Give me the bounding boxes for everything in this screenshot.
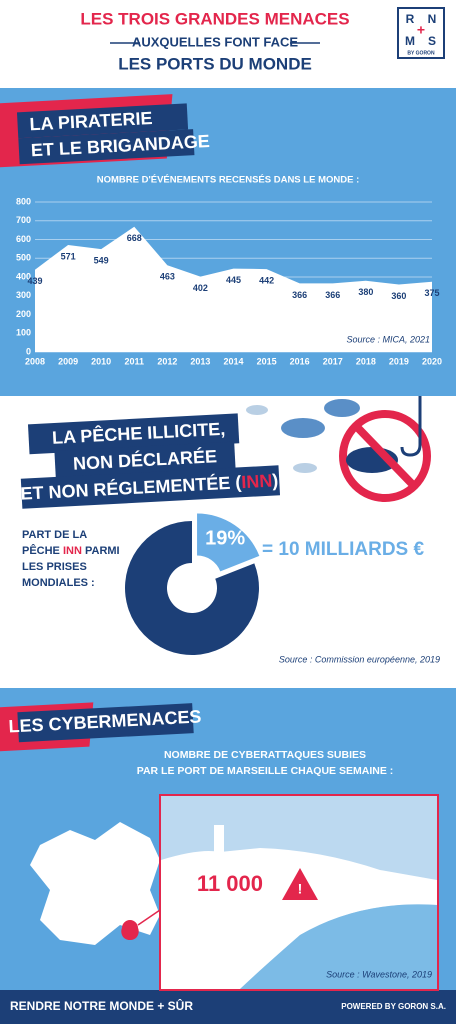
x-tick-label: 2011: [124, 356, 144, 366]
x-tick-label: 2019: [389, 356, 409, 366]
x-tick-label: 2015: [257, 356, 277, 366]
title: LES PORTS DU MONDE: [118, 54, 312, 73]
pie-caption: PART DE LA PÊCHE INN PARMI LES PRISES MO…: [22, 529, 120, 589]
text-line: NOMBRE DE CYBERATTAQUES SUBIES: [164, 749, 366, 761]
value-label: 439: [27, 276, 42, 286]
banner: LA PÊCHE ILLICITE, NON DÉCLARÉE ET NON R…: [20, 413, 281, 509]
value-label: 442: [259, 276, 274, 286]
city-silhouette: [161, 848, 437, 989]
y-tick-label: 500: [16, 253, 31, 263]
x-tick-label: 2016: [290, 356, 310, 366]
chart-title: NOMBRE D'ÉVÉNEMENTS RECENSÉS DANS LE MON…: [97, 175, 359, 186]
x-tick-label: 2018: [356, 356, 376, 366]
y-tick-label: 300: [16, 290, 31, 300]
highlight: INN: [63, 545, 82, 557]
footer-bg: [0, 990, 456, 1024]
banner-block: [17, 703, 194, 743]
header-bg: [0, 0, 456, 88]
caption-line: LES PRISES: [22, 561, 87, 573]
source: Source : Wavestone, 2019: [326, 969, 432, 979]
x-tick-label: 2020: [422, 356, 442, 366]
pie-chart: 19%: [124, 513, 260, 656]
y-tick-label: 600: [16, 234, 31, 244]
figure: 11 000: [197, 871, 263, 896]
value-label: 360: [391, 291, 406, 301]
x-tick-label: 2013: [190, 356, 210, 366]
x-tick-label: 2008: [25, 356, 45, 366]
value-label: 19%: [205, 527, 245, 549]
caption-line: MONDIALES :: [22, 577, 95, 589]
banner-block: [18, 129, 195, 165]
source: Source : Commission européenne, 2019: [279, 654, 440, 664]
logo-letter: R: [406, 12, 415, 26]
logo-letter: N: [428, 12, 437, 26]
caption-line: PART DE LA: [22, 529, 87, 541]
logo-frame: [397, 7, 445, 59]
banner-block: [27, 413, 240, 455]
fish: [293, 463, 317, 473]
warning-mark: !: [298, 881, 303, 897]
value-label: 380: [358, 287, 373, 297]
basilica: [214, 825, 224, 853]
y-tick-label: 200: [16, 309, 31, 319]
area: [35, 226, 432, 352]
logo-letter: M: [405, 34, 415, 48]
france-map: [30, 822, 160, 945]
source: Source : MICA, 2021: [346, 334, 430, 344]
pie-slice: [197, 513, 260, 572]
y-tick-label: 800: [16, 196, 31, 206]
text-part: PÊCHE: [22, 544, 63, 557]
text-part: PARMI: [82, 545, 120, 557]
value-label: 366: [292, 290, 307, 300]
value-label: 463: [160, 272, 175, 282]
fish: [281, 418, 325, 438]
banner-block: [16, 103, 189, 139]
map-pin: [121, 920, 139, 940]
connector: [137, 909, 161, 926]
title: LES TROIS GRANDES MENACES: [80, 9, 349, 28]
x-tick-label: 2014: [223, 356, 243, 366]
area-chart: 0 100 200 300 400 500 600 700 800 439 571 549 668 463…: [16, 196, 442, 366]
y-tick-label: 400: [16, 271, 31, 281]
value-label: 375: [424, 288, 439, 298]
banner: LA PIRATERIE ET LE BRIGANDAGE: [0, 94, 210, 168]
subtitle: AUXQUELLES FONT FACE: [132, 34, 298, 49]
value-label: 668: [127, 233, 142, 243]
y-tick-label: 700: [16, 215, 31, 225]
hook: [400, 396, 422, 457]
x-tick-label: 2017: [323, 356, 343, 366]
value-label: 445: [226, 275, 241, 285]
fish-icons: [246, 396, 431, 502]
value-label: 571: [61, 251, 76, 261]
text-part: ): [272, 470, 279, 490]
logo: R N + M S BY GORON: [397, 7, 445, 59]
caption-line: PÊCHE INN PARMI: [22, 544, 120, 557]
banner-block: [20, 465, 281, 509]
logo-letter: S: [428, 34, 436, 48]
sea: [240, 904, 437, 989]
fish: [324, 399, 360, 417]
text-line: PAR LE PORT DE MARSEILLE CHAQUE SEMAINE …: [137, 765, 394, 777]
banner-block: [54, 441, 236, 479]
slogan: RENDRE NOTRE MONDE + SÛR: [10, 998, 193, 1013]
logo-by: BY GORON: [407, 50, 435, 56]
x-tick-label: 2012: [157, 356, 177, 366]
y-tick-label: 100: [16, 328, 31, 338]
value-label: 402: [193, 283, 208, 293]
banner: LES CYBERMENACES: [0, 702, 202, 757]
highlight: INN: [241, 470, 273, 492]
logo-plus: +: [417, 22, 425, 38]
value-label: 549: [94, 255, 109, 265]
powered-by: POWERED BY GORON S.A.: [341, 1002, 446, 1011]
fish: [246, 405, 268, 415]
sign-bar: [355, 425, 417, 489]
annotation: = 10 MILLIARDS €: [262, 539, 424, 560]
warning-icon: [282, 868, 318, 900]
y-tick-label: 0: [26, 346, 31, 356]
x-tick-label: 2010: [91, 356, 111, 366]
value-label: 366: [325, 290, 340, 300]
x-tick-label: 2009: [58, 356, 78, 366]
pie-slice: [124, 521, 259, 656]
